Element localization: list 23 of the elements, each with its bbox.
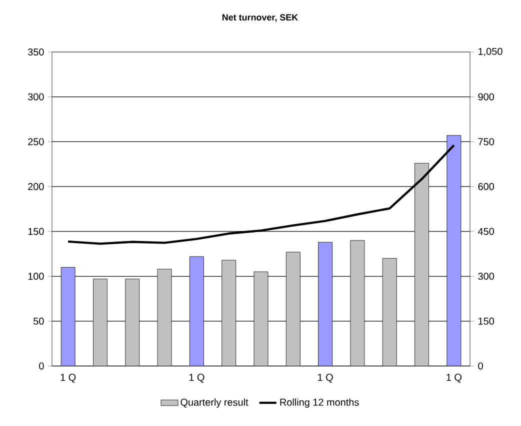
y-tick-label: 0	[39, 362, 44, 370]
y-tick-label: 150	[28, 228, 44, 235]
x-tick-label: 1 Q	[318, 374, 333, 383]
y2-tick-label: 450	[478, 228, 494, 235]
y-tick-label: 350	[28, 48, 44, 56]
y-tick-label: 250	[28, 138, 44, 146]
y2-tick-label: 0	[478, 362, 483, 370]
legend-label: Rolling 12 months	[280, 398, 359, 408]
y-tick-label: 300	[28, 93, 44, 100]
y2-tick-label: 300	[478, 272, 494, 280]
x-tick-label: 1 Q	[446, 374, 462, 383]
x-tick-label: 1 Q	[189, 374, 204, 383]
y2-tick-label: 600	[478, 183, 494, 190]
chart-title: Net turnover, SEK	[222, 14, 298, 22]
y2-tick-label: 750	[478, 138, 494, 146]
y2-tick-label: 150	[478, 318, 494, 325]
y2-tick-label: 1,050	[478, 48, 502, 56]
y-tick-label: 50	[34, 318, 44, 325]
y-tick-label: 200	[28, 183, 44, 190]
y2-tick-label: 900	[478, 93, 494, 100]
x-tick-label: 1 Q	[60, 374, 76, 383]
y-tick-label: 100	[28, 272, 44, 280]
legend-label: Quarterly result	[180, 398, 248, 408]
